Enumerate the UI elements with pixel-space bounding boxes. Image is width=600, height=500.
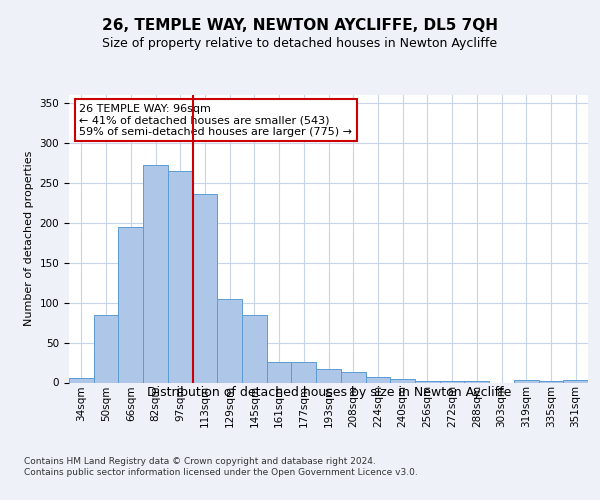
Bar	[316, 369, 341, 382]
Bar	[193, 194, 217, 382]
Bar	[292, 362, 316, 382]
Bar	[365, 377, 390, 382]
Text: Size of property relative to detached houses in Newton Aycliffe: Size of property relative to detached ho…	[103, 38, 497, 51]
Bar	[415, 381, 440, 382]
Bar	[242, 314, 267, 382]
Bar	[118, 227, 143, 382]
Bar	[69, 378, 94, 382]
Bar	[514, 380, 539, 382]
Y-axis label: Number of detached properties: Number of detached properties	[24, 151, 34, 326]
Bar	[143, 166, 168, 382]
Bar	[464, 381, 489, 382]
Bar	[217, 298, 242, 382]
Bar	[539, 381, 563, 382]
Bar	[341, 372, 365, 382]
Bar	[168, 171, 193, 382]
Text: 26, TEMPLE WAY, NEWTON AYCLIFFE, DL5 7QH: 26, TEMPLE WAY, NEWTON AYCLIFFE, DL5 7QH	[102, 18, 498, 32]
Bar	[94, 314, 118, 382]
Text: Contains HM Land Registry data © Crown copyright and database right 2024.
Contai: Contains HM Land Registry data © Crown c…	[24, 458, 418, 477]
Text: Distribution of detached houses by size in Newton Aycliffe: Distribution of detached houses by size …	[146, 386, 511, 399]
Bar	[440, 381, 464, 382]
Bar	[563, 380, 588, 382]
Bar	[267, 362, 292, 382]
Text: 26 TEMPLE WAY: 96sqm
← 41% of detached houses are smaller (543)
59% of semi-deta: 26 TEMPLE WAY: 96sqm ← 41% of detached h…	[79, 104, 352, 137]
Bar	[390, 378, 415, 382]
